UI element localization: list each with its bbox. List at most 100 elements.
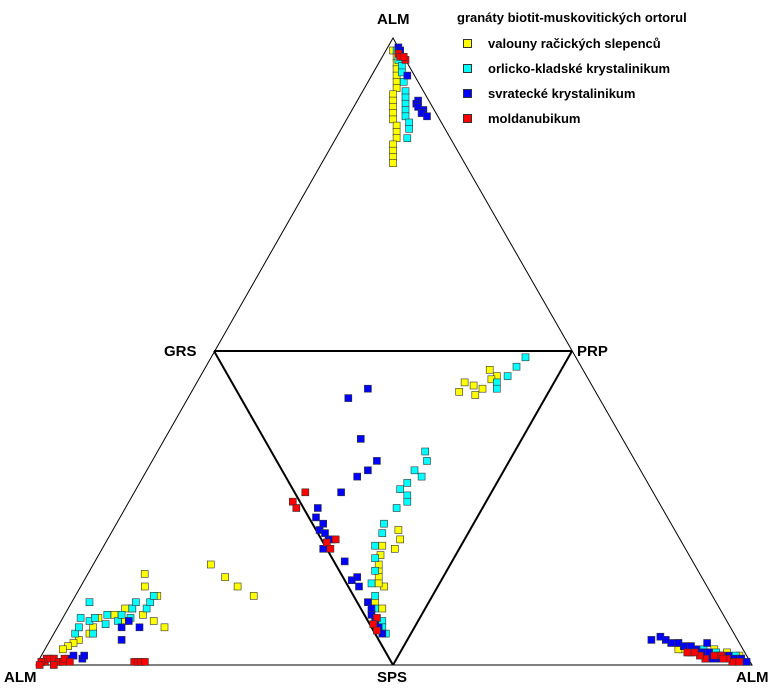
legend-swatch	[463, 89, 472, 98]
data-point	[128, 604, 137, 613]
central-triangle-left-edge	[213, 350, 394, 666]
data-point	[135, 623, 144, 632]
data-point	[233, 582, 242, 591]
legend-swatch	[463, 114, 472, 123]
data-point	[460, 378, 469, 387]
data-point	[371, 598, 379, 607]
data-point	[117, 610, 126, 619]
data-point	[313, 504, 322, 512]
data-point	[378, 604, 387, 613]
legend-item: orlicko-kladské krystalinikum	[463, 56, 687, 81]
data-point	[364, 598, 372, 607]
data-point	[423, 112, 431, 121]
data-point	[312, 513, 320, 522]
vertex-label-middle-left: GRS	[164, 343, 197, 360]
data-point	[389, 96, 397, 105]
data-point	[89, 629, 97, 638]
data-point	[319, 544, 328, 553]
data-point	[35, 661, 44, 669]
data-point	[401, 106, 410, 114]
data-point	[735, 658, 744, 666]
data-point	[319, 519, 328, 528]
data-point	[374, 579, 383, 588]
data-point	[117, 636, 126, 644]
data-point	[710, 651, 719, 660]
data-point	[71, 629, 79, 638]
data-point	[367, 604, 376, 613]
data-point	[389, 109, 397, 117]
data-point	[389, 90, 397, 99]
data-point	[399, 52, 408, 61]
data-point	[326, 544, 335, 553]
data-point	[394, 526, 403, 534]
data-point	[403, 71, 412, 80]
data-point	[139, 610, 147, 619]
data-point	[471, 391, 480, 399]
data-point	[141, 658, 149, 666]
data-point	[207, 560, 215, 569]
data-point	[331, 535, 340, 544]
data-point	[125, 617, 133, 625]
data-point	[389, 159, 397, 167]
data-point	[373, 614, 381, 622]
data-point	[101, 620, 110, 629]
data-point	[356, 435, 365, 443]
data-point	[140, 570, 149, 578]
data-point	[373, 457, 381, 465]
data-point	[141, 582, 149, 591]
data-point	[690, 648, 699, 657]
data-point	[364, 466, 372, 475]
data-point	[417, 472, 426, 481]
data-point	[91, 614, 99, 622]
data-point	[69, 651, 78, 660]
data-point	[58, 645, 67, 654]
data-point	[221, 573, 229, 581]
data-point	[647, 636, 656, 644]
data-point	[80, 651, 88, 660]
data-point	[89, 623, 97, 632]
data-point	[392, 121, 401, 130]
data-point	[492, 378, 501, 387]
data-point	[288, 497, 297, 506]
data-point	[469, 381, 478, 390]
data-point	[249, 592, 258, 600]
legend-label: svratecké krystalinikum	[488, 86, 636, 101]
data-point	[75, 623, 83, 632]
data-point	[703, 639, 711, 647]
chart-frame	[35, 36, 753, 666]
legend-item: moldanubikum	[463, 106, 687, 131]
data-point	[322, 538, 331, 547]
data-point	[340, 557, 349, 566]
data-point	[344, 394, 353, 402]
data-point	[378, 529, 387, 537]
central-triangle-right-edge	[392, 350, 573, 666]
data-point	[353, 472, 362, 481]
data-point	[683, 648, 692, 657]
data-point	[371, 541, 379, 550]
data-point	[410, 466, 419, 475]
data-point	[374, 573, 383, 581]
legend-item: svratecké krystalinikum	[463, 81, 687, 106]
vertex-label-top: ALM	[377, 11, 410, 28]
data-point	[405, 125, 413, 133]
data-point	[149, 592, 158, 600]
data-point	[389, 140, 397, 149]
data-point	[371, 566, 379, 575]
data-point	[401, 99, 410, 108]
data-point	[337, 488, 345, 497]
data-point	[455, 387, 464, 396]
data-point	[132, 598, 140, 607]
data-point	[512, 362, 521, 371]
vertex-label-bottom-left: ALM	[4, 669, 37, 686]
data-point	[423, 457, 431, 465]
data-point	[347, 576, 356, 585]
data-point	[367, 579, 376, 588]
data-point	[392, 128, 401, 136]
data-point	[392, 504, 401, 512]
data-point	[371, 592, 379, 600]
data-point	[117, 623, 126, 632]
data-point	[76, 614, 85, 622]
data-point	[389, 153, 397, 161]
data-point	[149, 617, 158, 625]
data-point	[146, 598, 154, 607]
